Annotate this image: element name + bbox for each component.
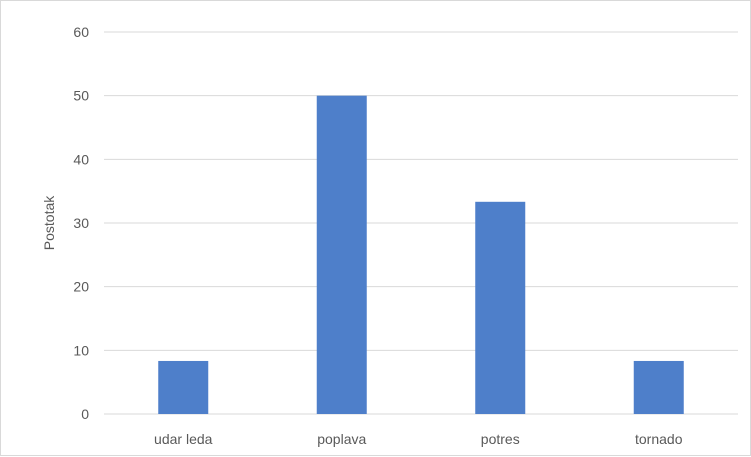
bar-udar-leda bbox=[158, 360, 209, 414]
y-axis-title: Postotak bbox=[41, 195, 57, 250]
y-tick-label: 0 bbox=[81, 406, 89, 422]
y-axis-tick-labels: 0 10 20 30 40 50 60 bbox=[73, 24, 89, 422]
x-tick-label: udar leda bbox=[154, 431, 213, 447]
bar-potres bbox=[475, 201, 526, 414]
y-tick-label: 40 bbox=[73, 151, 89, 167]
y-tick-label: 20 bbox=[73, 279, 89, 295]
x-axis-tick-labels: udar leda poplava potres tornado bbox=[154, 431, 683, 447]
x-tick-label: tornado bbox=[635, 431, 683, 447]
gridlines bbox=[104, 31, 738, 415]
x-tick-label: poplava bbox=[317, 431, 366, 447]
bars bbox=[158, 95, 684, 415]
y-tick-label: 50 bbox=[73, 88, 89, 104]
bar-poplava bbox=[316, 95, 367, 415]
bar-tornado bbox=[633, 360, 684, 414]
y-tick-label: 10 bbox=[73, 342, 89, 358]
x-tick-label: potres bbox=[481, 431, 520, 447]
y-tick-label: 30 bbox=[73, 215, 89, 231]
y-tick-label: 60 bbox=[73, 24, 89, 40]
